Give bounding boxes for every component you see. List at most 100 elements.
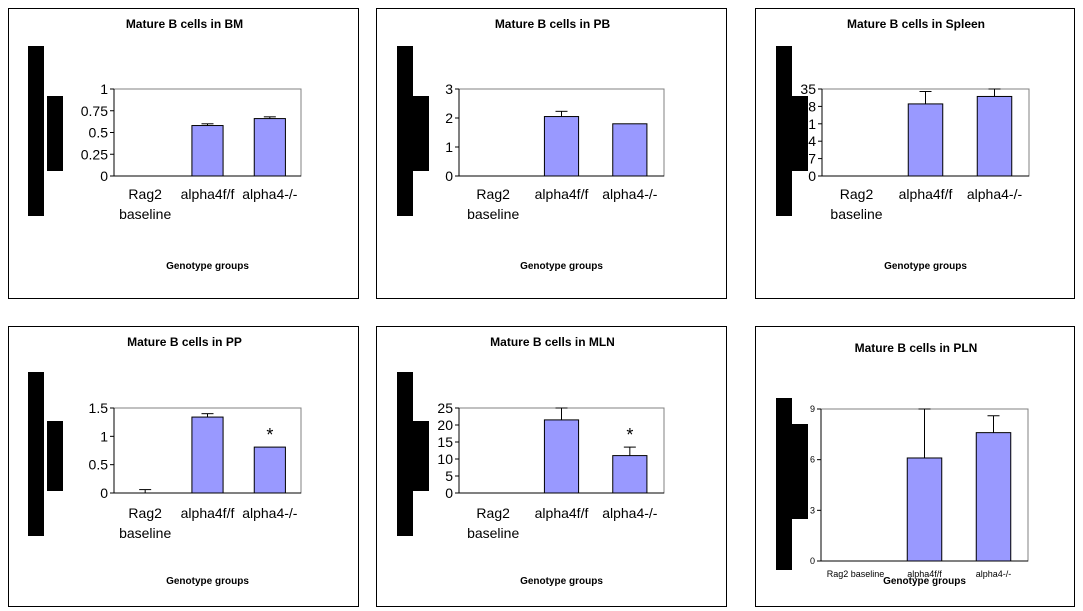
axis-label-block <box>397 372 413 536</box>
chart-svg: Mature B cells in PB 0 1 2 3 Rag2 baseline alph… <box>397 17 665 272</box>
chart-panel: Mature B cells in BM 0 0.25 0.5 0.75 1 Rag2 bas… <box>8 8 359 299</box>
category-label: alpha4-/- <box>602 505 658 521</box>
bar <box>191 125 224 177</box>
category-label: Rag2 <box>128 505 162 521</box>
y-tick-label: 14 <box>800 133 816 149</box>
bar <box>907 103 944 177</box>
bar <box>906 457 943 562</box>
y-tick-label: 1 <box>100 81 108 97</box>
bar <box>191 416 224 494</box>
y-tick-label: 10 <box>437 451 453 467</box>
axis-label-block <box>792 424 808 519</box>
y-tick-label: 0.75 <box>81 103 108 119</box>
y-tick-label: 2 <box>445 110 453 126</box>
axis-label-block <box>397 46 413 216</box>
y-tick-label: 0 <box>445 485 453 501</box>
chart-panel: Mature B cells in MLN 0 5 10 15 20 25 Rag2 basel… <box>376 326 727 607</box>
chart-title: Mature B cells in PB <box>495 17 611 31</box>
category-label: Rag2 <box>476 186 510 202</box>
axis-label-block <box>28 46 44 216</box>
category-label: Rag2 <box>476 505 510 521</box>
chart-svg: Mature B cells in PLN 0 3 6 9 Rag2 baseline al… <box>776 341 1029 587</box>
category-label: alpha4-/- <box>242 505 298 521</box>
chart-title: Mature B cells in MLN <box>490 335 615 349</box>
y-tick-label: 1 <box>100 428 108 444</box>
y-tick-label: 0 <box>445 168 453 184</box>
category-label: Rag2 <box>840 186 874 202</box>
category-label: alpha4-/- <box>967 186 1023 202</box>
y-tick-label: 0 <box>100 485 108 501</box>
category-label: alpha4f/f <box>907 569 942 579</box>
axis-label-block <box>413 96 429 171</box>
y-tick-label: 21 <box>800 116 816 132</box>
axis-label-block <box>47 421 63 491</box>
chart-panel: Mature B cells in PB 0 1 2 3 Rag2 baseline alph… <box>376 8 727 299</box>
y-tick-label: 28 <box>800 98 816 114</box>
category-label: alpha4f/f <box>899 186 953 202</box>
bar <box>612 123 648 177</box>
y-tick-label: 25 <box>437 400 453 416</box>
y-tick-label: 0 <box>100 168 108 184</box>
bar <box>975 432 1012 562</box>
axis-label-block <box>413 421 429 491</box>
y-tick-label: 5 <box>445 468 453 484</box>
y-tick-label: 20 <box>437 417 453 433</box>
y-tick-label: 1 <box>445 139 453 155</box>
chart-svg: Mature B cells in PP 0 0.5 1 1.5 Rag2 baseline… <box>28 335 302 587</box>
chart-title: Mature B cells in BM <box>126 17 243 31</box>
category-label: baseline <box>467 206 519 222</box>
x-axis-label: Genotype groups <box>166 261 249 272</box>
category-label: alpha4-/- <box>976 569 1012 579</box>
y-tick-label: 7 <box>808 151 816 167</box>
y-tick-label: 6 <box>810 455 815 465</box>
significance-marker: * <box>626 425 633 445</box>
x-axis-label: Genotype groups <box>883 576 966 587</box>
category-label: alpha4f/f <box>535 505 589 521</box>
bar <box>976 95 1013 177</box>
category-label: baseline <box>119 525 171 541</box>
y-tick-label: 0 <box>810 556 815 566</box>
y-tick-label: 0.5 <box>89 125 109 141</box>
x-axis-label: Genotype groups <box>166 576 249 587</box>
axis-label-block <box>792 96 808 171</box>
category-label: alpha4f/f <box>535 186 589 202</box>
bar <box>253 446 286 494</box>
category-label: alpha4-/- <box>242 186 298 202</box>
x-axis-label: Genotype groups <box>520 576 603 587</box>
x-axis-label: Genotype groups <box>520 261 603 272</box>
bar <box>253 118 286 177</box>
bar <box>543 419 580 494</box>
y-tick-label: 35 <box>800 81 816 97</box>
category-label: Rag2 <box>128 186 162 202</box>
significance-marker: * <box>266 425 273 445</box>
bar <box>612 455 648 494</box>
category-label: Rag2 baseline <box>827 569 885 579</box>
axis-label-block <box>776 46 792 216</box>
chart-title: Mature B cells in PP <box>127 335 242 349</box>
chart-svg: Mature B cells in BM 0 0.25 0.5 0.75 1 Rag2 bas… <box>28 17 302 272</box>
y-tick-label: 15 <box>437 434 453 450</box>
category-label: baseline <box>467 525 519 541</box>
x-axis-label: Genotype groups <box>884 261 967 272</box>
y-tick-label: 0.25 <box>81 146 108 162</box>
category-label: alpha4-/- <box>602 186 658 202</box>
category-label: alpha4f/f <box>181 505 235 521</box>
y-tick-label: 1.5 <box>89 400 109 416</box>
y-tick-label: 3 <box>445 81 453 97</box>
category-label: alpha4f/f <box>181 186 235 202</box>
category-label: baseline <box>119 206 171 222</box>
axis-label-block <box>776 398 792 570</box>
chart-panel: Mature B cells in PLN 0 3 6 9 Rag2 baseline al… <box>755 326 1075 607</box>
axis-label-block <box>28 372 44 536</box>
chart-panel: Mature B cells in PP 0 0.5 1 1.5 Rag2 baseline… <box>8 326 359 607</box>
y-tick-label: 0 <box>808 168 816 184</box>
y-tick-label: 0.5 <box>89 457 109 473</box>
chart-title: Mature B cells in Spleen <box>847 17 985 31</box>
y-tick-label: 3 <box>810 505 815 515</box>
chart-title: Mature B cells in PLN <box>855 341 978 355</box>
chart-panel: Mature B cells in Spleen 0 7 14 21 28 35 Rag2 ba… <box>755 8 1075 299</box>
category-label: baseline <box>830 206 882 222</box>
